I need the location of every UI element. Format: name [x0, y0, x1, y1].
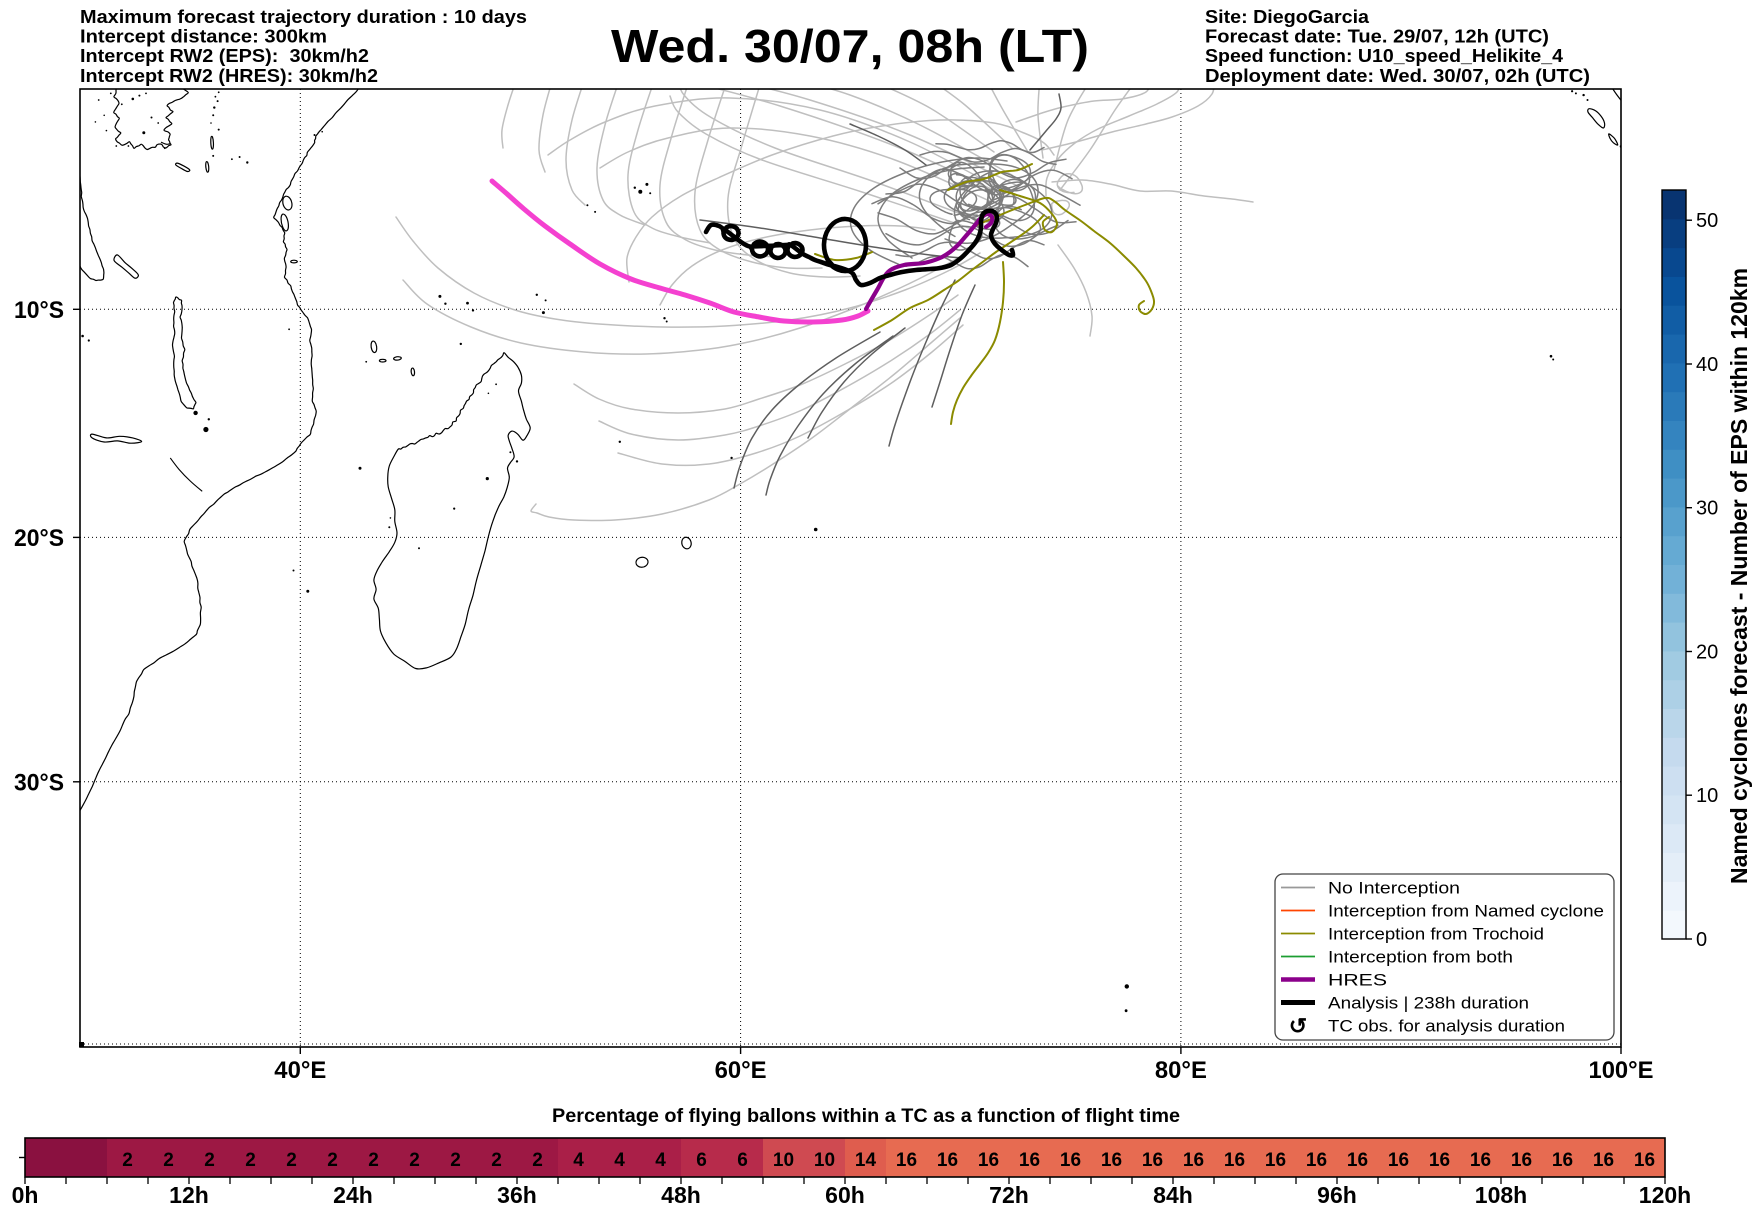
svg-text:16: 16 — [1060, 1150, 1081, 1171]
svg-text:100°E: 100°E — [1589, 1057, 1654, 1084]
svg-text:2: 2 — [286, 1150, 297, 1171]
svg-text:No Interception: No Interception — [1328, 879, 1460, 898]
svg-text:10: 10 — [773, 1150, 794, 1171]
svg-text:2: 2 — [245, 1150, 256, 1171]
svg-text:Intercept RW2 (HRES): 30km/h2: Intercept RW2 (HRES): 30km/h2 — [80, 66, 378, 86]
svg-text:16: 16 — [1019, 1150, 1040, 1171]
svg-text:HRES: HRES — [1328, 971, 1387, 990]
svg-text:84h: 84h — [1153, 1182, 1193, 1208]
svg-text:16: 16 — [1593, 1150, 1614, 1171]
svg-text:16: 16 — [1347, 1150, 1368, 1171]
svg-text:16: 16 — [1224, 1150, 1245, 1171]
svg-text:4: 4 — [614, 1150, 625, 1171]
svg-text:16: 16 — [1142, 1150, 1163, 1171]
svg-text:72h: 72h — [989, 1182, 1029, 1208]
svg-text:12h: 12h — [169, 1182, 209, 1208]
svg-text:2: 2 — [327, 1150, 338, 1171]
svg-text:6: 6 — [696, 1150, 707, 1171]
svg-text:50: 50 — [1696, 210, 1718, 232]
svg-text:16: 16 — [1470, 1150, 1491, 1171]
svg-text:Maximum forecast trajectory du: Maximum forecast trajectory duration : 1… — [80, 7, 527, 27]
svg-text:40: 40 — [1696, 354, 1718, 376]
svg-text:Interception from Trochoid: Interception from Trochoid — [1328, 925, 1544, 944]
svg-text:20: 20 — [1696, 641, 1718, 663]
svg-text:Deployment date: Wed. 30/07, 0: Deployment date: Wed. 30/07, 02h (UTC) — [1205, 66, 1590, 86]
svg-text:16: 16 — [1552, 1150, 1573, 1171]
svg-text:96h: 96h — [1317, 1182, 1357, 1208]
svg-text:108h: 108h — [1475, 1182, 1527, 1208]
svg-text:16: 16 — [1511, 1150, 1532, 1171]
svg-text:2: 2 — [368, 1150, 379, 1171]
svg-text:16: 16 — [978, 1150, 999, 1171]
svg-text:16: 16 — [1183, 1150, 1204, 1171]
svg-text:Intercept distance: 300km: Intercept distance: 300km — [80, 27, 327, 47]
svg-text:2: 2 — [491, 1150, 502, 1171]
svg-text:16: 16 — [1388, 1150, 1409, 1171]
svg-text:2: 2 — [204, 1150, 215, 1171]
svg-text:↺: ↺ — [1289, 1014, 1307, 1039]
svg-text:Percentage of flying ballons w: Percentage of flying ballons within a TC… — [552, 1106, 1180, 1127]
svg-text:16: 16 — [937, 1150, 958, 1171]
svg-text:20°S: 20°S — [14, 525, 64, 552]
svg-text:40°E: 40°E — [274, 1057, 326, 1084]
svg-text:Site: DiegoGarcia: Site: DiegoGarcia — [1205, 7, 1370, 27]
svg-text:80°E: 80°E — [1155, 1057, 1207, 1084]
svg-text:16: 16 — [1634, 1150, 1655, 1171]
svg-text:16: 16 — [1101, 1150, 1122, 1171]
svg-text:Wed. 30/07, 08h (LT): Wed. 30/07, 08h (LT) — [611, 20, 1089, 72]
svg-text:60h: 60h — [825, 1182, 865, 1208]
svg-text:10: 10 — [814, 1150, 835, 1171]
svg-text:120h: 120h — [1639, 1182, 1691, 1208]
svg-text:16: 16 — [896, 1150, 917, 1171]
svg-text:Speed function: U10_speed_Heli: Speed function: U10_speed_Helikite_4 — [1205, 46, 1563, 66]
svg-text:2: 2 — [450, 1150, 461, 1171]
svg-text:10°S: 10°S — [14, 297, 64, 324]
svg-text:2: 2 — [532, 1150, 543, 1171]
svg-text:Interception from both: Interception from both — [1328, 948, 1513, 967]
svg-text:48h: 48h — [661, 1182, 701, 1208]
svg-text:0h: 0h — [12, 1182, 39, 1208]
svg-text:30°S: 30°S — [14, 770, 64, 797]
svg-text:60°E: 60°E — [715, 1057, 767, 1084]
svg-text:Named cyclones forecast - Numb: Named cyclones forecast - Number of EPS … — [1726, 268, 1752, 884]
svg-text:16: 16 — [1306, 1150, 1327, 1171]
svg-text:6: 6 — [737, 1150, 748, 1171]
svg-text:2: 2 — [409, 1150, 420, 1171]
svg-text:24h: 24h — [333, 1182, 373, 1208]
svg-text:2: 2 — [163, 1150, 174, 1171]
svg-text:4: 4 — [655, 1150, 666, 1171]
svg-text:Interception from Named cyclon: Interception from Named cyclone — [1328, 902, 1604, 921]
svg-text:36h: 36h — [497, 1182, 537, 1208]
svg-text:0: 0 — [1696, 929, 1707, 951]
svg-text:10: 10 — [1696, 785, 1718, 807]
svg-text:TC obs. for analysis duration: TC obs. for analysis duration — [1328, 1017, 1565, 1036]
svg-text:30: 30 — [1696, 498, 1718, 520]
svg-text:2: 2 — [122, 1150, 133, 1171]
svg-text:16: 16 — [1429, 1150, 1450, 1171]
svg-text:14: 14 — [855, 1150, 877, 1171]
svg-text:Analysis | 238h duration: Analysis | 238h duration — [1328, 994, 1529, 1013]
svg-text:Intercept RW2 (EPS): 30km/h2: Intercept RW2 (EPS): 30km/h2 — [80, 46, 369, 66]
svg-text:4: 4 — [573, 1150, 584, 1171]
svg-text:16: 16 — [1265, 1150, 1286, 1171]
svg-text:Forecast date: Tue. 29/07, 12h: Forecast date: Tue. 29/07, 12h (UTC) — [1205, 27, 1549, 47]
